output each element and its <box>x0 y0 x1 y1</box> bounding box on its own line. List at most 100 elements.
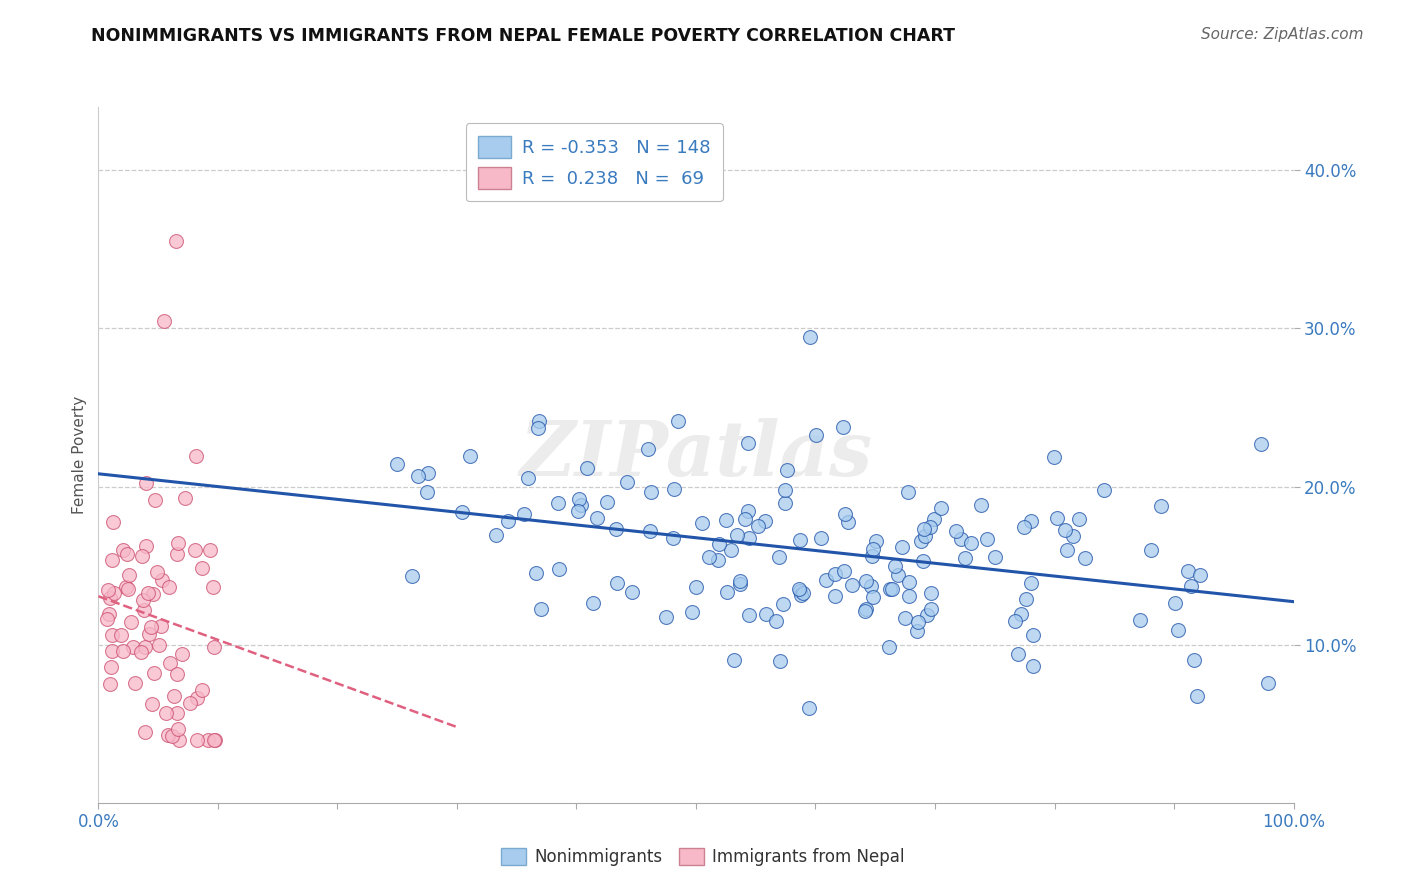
Point <box>179 696 201 710</box>
Point <box>100 677 122 691</box>
Point <box>769 654 792 668</box>
Point <box>824 589 846 603</box>
Legend: Nonimmigrants, Immigrants from Nepal: Nonimmigrants, Immigrants from Nepal <box>492 840 914 875</box>
Point <box>883 558 905 573</box>
Point <box>716 585 738 599</box>
Point <box>186 449 208 463</box>
Point <box>112 543 135 558</box>
Point <box>1046 511 1069 525</box>
Point <box>186 690 208 705</box>
Point <box>582 596 605 610</box>
Point <box>912 522 935 536</box>
Point <box>897 485 920 500</box>
Point <box>547 496 569 510</box>
Point <box>406 469 429 483</box>
Point <box>862 590 884 604</box>
Point <box>734 511 756 525</box>
Point <box>143 665 166 680</box>
Point <box>953 551 976 566</box>
Point <box>855 574 877 588</box>
Point <box>202 732 225 747</box>
Text: ZIPatlas: ZIPatlas <box>519 418 873 491</box>
Point <box>166 706 188 720</box>
Point <box>1177 564 1199 578</box>
Point <box>586 510 609 524</box>
Point <box>401 569 423 583</box>
Point <box>134 725 156 739</box>
Point <box>132 593 155 607</box>
Point <box>575 461 598 475</box>
Point <box>773 496 796 510</box>
Point <box>162 729 184 743</box>
Point <box>685 580 707 594</box>
Point <box>103 585 125 599</box>
Point <box>879 582 901 596</box>
Point <box>605 522 627 536</box>
Point <box>841 577 863 591</box>
Point <box>661 531 683 545</box>
Point <box>97 607 120 621</box>
Point <box>789 533 811 547</box>
Point <box>804 428 827 442</box>
Point <box>894 610 917 624</box>
Point <box>1182 653 1205 667</box>
Point <box>707 553 730 567</box>
Point <box>621 585 644 599</box>
Point <box>98 591 121 605</box>
Point <box>911 554 934 568</box>
Point <box>148 639 170 653</box>
Point <box>103 515 125 529</box>
Point <box>929 501 952 516</box>
Point <box>765 615 787 629</box>
Point <box>897 590 920 604</box>
Point <box>1042 450 1064 464</box>
Point <box>165 235 187 249</box>
Point <box>910 534 932 549</box>
Point <box>1092 483 1115 498</box>
Point <box>184 543 207 558</box>
Point <box>131 549 153 563</box>
Point <box>725 527 748 541</box>
Point <box>814 574 837 588</box>
Point <box>135 539 157 553</box>
Point <box>418 466 440 480</box>
Point <box>167 536 190 550</box>
Point <box>824 566 846 581</box>
Point <box>714 513 737 527</box>
Point <box>174 491 197 505</box>
Point <box>945 524 967 538</box>
Point <box>853 604 876 618</box>
Point <box>101 643 124 657</box>
Point <box>920 520 942 534</box>
Point <box>115 580 138 594</box>
Point <box>385 457 409 471</box>
Point <box>917 607 939 622</box>
Point <box>707 537 730 551</box>
Point <box>1019 576 1042 591</box>
Point <box>141 697 163 711</box>
Point <box>527 414 550 428</box>
Point <box>138 627 160 641</box>
Point <box>530 601 553 615</box>
Point <box>789 582 811 597</box>
Point <box>202 640 225 655</box>
Point <box>1167 623 1189 637</box>
Point <box>131 645 153 659</box>
Point <box>1019 514 1042 528</box>
Point <box>832 564 855 578</box>
Point <box>970 498 993 512</box>
Point <box>167 722 190 736</box>
Point <box>1074 551 1097 566</box>
Text: Source: ZipAtlas.com: Source: ZipAtlas.com <box>1201 27 1364 42</box>
Point <box>201 580 224 594</box>
Point <box>150 573 173 587</box>
Point <box>111 644 134 658</box>
Point <box>1257 676 1279 690</box>
Point <box>115 547 138 561</box>
Point <box>837 515 859 529</box>
Point <box>924 512 946 526</box>
Point <box>145 565 167 579</box>
Point <box>886 567 908 582</box>
Point <box>890 540 912 554</box>
Point <box>834 507 856 521</box>
